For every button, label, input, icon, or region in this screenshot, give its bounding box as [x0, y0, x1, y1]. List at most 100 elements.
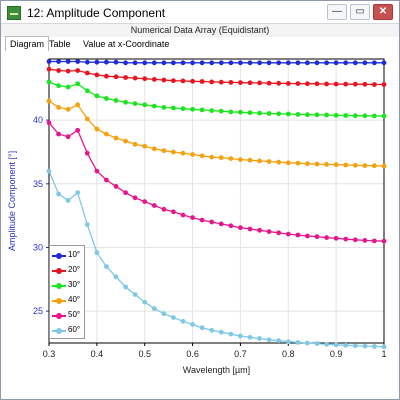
data-point — [333, 162, 339, 168]
data-point — [190, 215, 196, 221]
minimize-button[interactable]: — — [327, 4, 347, 20]
data-point — [75, 102, 81, 108]
y-tick-label: 35 — [33, 179, 43, 189]
data-point — [84, 116, 90, 122]
data-point — [84, 70, 90, 76]
data-point — [94, 168, 100, 174]
data-point — [104, 59, 109, 65]
data-point — [142, 76, 148, 82]
x-tick-label: 1 — [381, 349, 386, 359]
tab-table[interactable]: Table — [49, 39, 71, 49]
data-point — [295, 232, 301, 238]
data-point — [161, 105, 167, 110]
y-tick-label: 30 — [33, 242, 43, 252]
data-point — [46, 98, 52, 104]
diagram-panel[interactable]: 0.3 0.4 0.5 0.6 0.7 0.8 0.9 1 25 30 35 40 Wavelength… — [1, 51, 399, 399]
legend-marker — [56, 253, 62, 259]
data-point — [295, 340, 301, 345]
data-point — [276, 80, 282, 86]
data-point — [295, 81, 301, 86]
data-point — [171, 209, 176, 215]
data-point — [285, 60, 291, 66]
data-point — [94, 93, 100, 99]
view-tabs: Diagram Table Value at x-Coordinate — [1, 36, 399, 52]
data-point — [314, 161, 320, 167]
data-point — [94, 126, 100, 132]
data-point — [113, 59, 119, 65]
data-point — [372, 344, 377, 349]
data-point — [333, 81, 339, 87]
data-point — [238, 109, 243, 115]
data-point — [247, 80, 253, 86]
data-point — [218, 60, 224, 66]
data-point — [104, 96, 109, 101]
data-point — [161, 148, 167, 154]
legend-label: 50° — [68, 310, 81, 319]
data-point — [65, 59, 71, 64]
data-point — [285, 339, 291, 345]
data-point — [285, 231, 291, 237]
data-point — [56, 105, 61, 110]
data-point — [257, 336, 262, 341]
data-point — [372, 82, 377, 87]
data-point — [199, 107, 205, 113]
data-point — [238, 80, 243, 85]
data-point — [257, 80, 262, 86]
data-point — [123, 99, 128, 105]
data-point — [314, 112, 320, 118]
data-point — [381, 344, 387, 350]
data-point — [56, 59, 61, 64]
data-point — [372, 163, 377, 169]
y-tick-label: 40 — [33, 115, 43, 125]
tab-diagram[interactable]: Diagram — [5, 36, 50, 52]
data-point — [352, 60, 358, 66]
data-point — [372, 113, 377, 119]
data-point — [324, 235, 329, 241]
x-tick-label: 0.5 — [138, 349, 151, 359]
data-point — [333, 235, 339, 241]
data-point — [257, 227, 262, 233]
data-point — [257, 158, 262, 164]
data-point — [305, 340, 310, 346]
legend-label: 10° — [68, 250, 81, 259]
data-point — [171, 315, 176, 320]
data-point — [257, 110, 262, 116]
data-point — [209, 60, 215, 66]
data-point — [381, 238, 387, 244]
maximize-button[interactable]: ▭ — [350, 4, 370, 20]
data-point — [276, 111, 282, 117]
data-point — [180, 60, 186, 66]
legend-item: 30° — [52, 278, 84, 293]
legend-marker — [56, 283, 62, 289]
tab-value-at-x-coordinate[interactable]: Value at x-Coordinate — [83, 39, 170, 49]
data-point — [151, 77, 157, 82]
legend-marker — [56, 328, 62, 334]
data-point — [132, 141, 138, 147]
data-point — [65, 84, 71, 90]
data-point — [257, 60, 262, 66]
chart-legend[interactable]: 10° 20° 30° 40° 50° — [49, 245, 85, 339]
data-point — [305, 233, 310, 239]
x-tick-label: 0.6 — [186, 349, 199, 359]
y-tick-label: 25 — [33, 306, 43, 316]
data-point — [218, 155, 224, 161]
close-button[interactable]: ✕ — [373, 4, 393, 20]
data-point — [104, 73, 109, 79]
data-point — [190, 78, 196, 84]
data-point — [238, 225, 243, 231]
data-point — [352, 81, 358, 87]
data-point — [295, 112, 301, 117]
data-point — [228, 331, 234, 337]
data-point — [276, 230, 282, 236]
data-point — [151, 306, 157, 311]
data-point — [56, 83, 61, 89]
data-point — [142, 143, 148, 149]
data-point — [123, 138, 128, 144]
data-point — [343, 162, 349, 168]
line-chart[interactable]: 0.3 0.4 0.5 0.6 0.7 0.8 0.9 1 25 30 35 40 Wavelength… — [1, 51, 399, 399]
title-bar[interactable]: 12: Amplitude Component — ▭ ✕ — [1, 1, 399, 25]
data-point — [142, 60, 148, 66]
data-point — [209, 108, 215, 113]
data-point — [65, 106, 71, 112]
